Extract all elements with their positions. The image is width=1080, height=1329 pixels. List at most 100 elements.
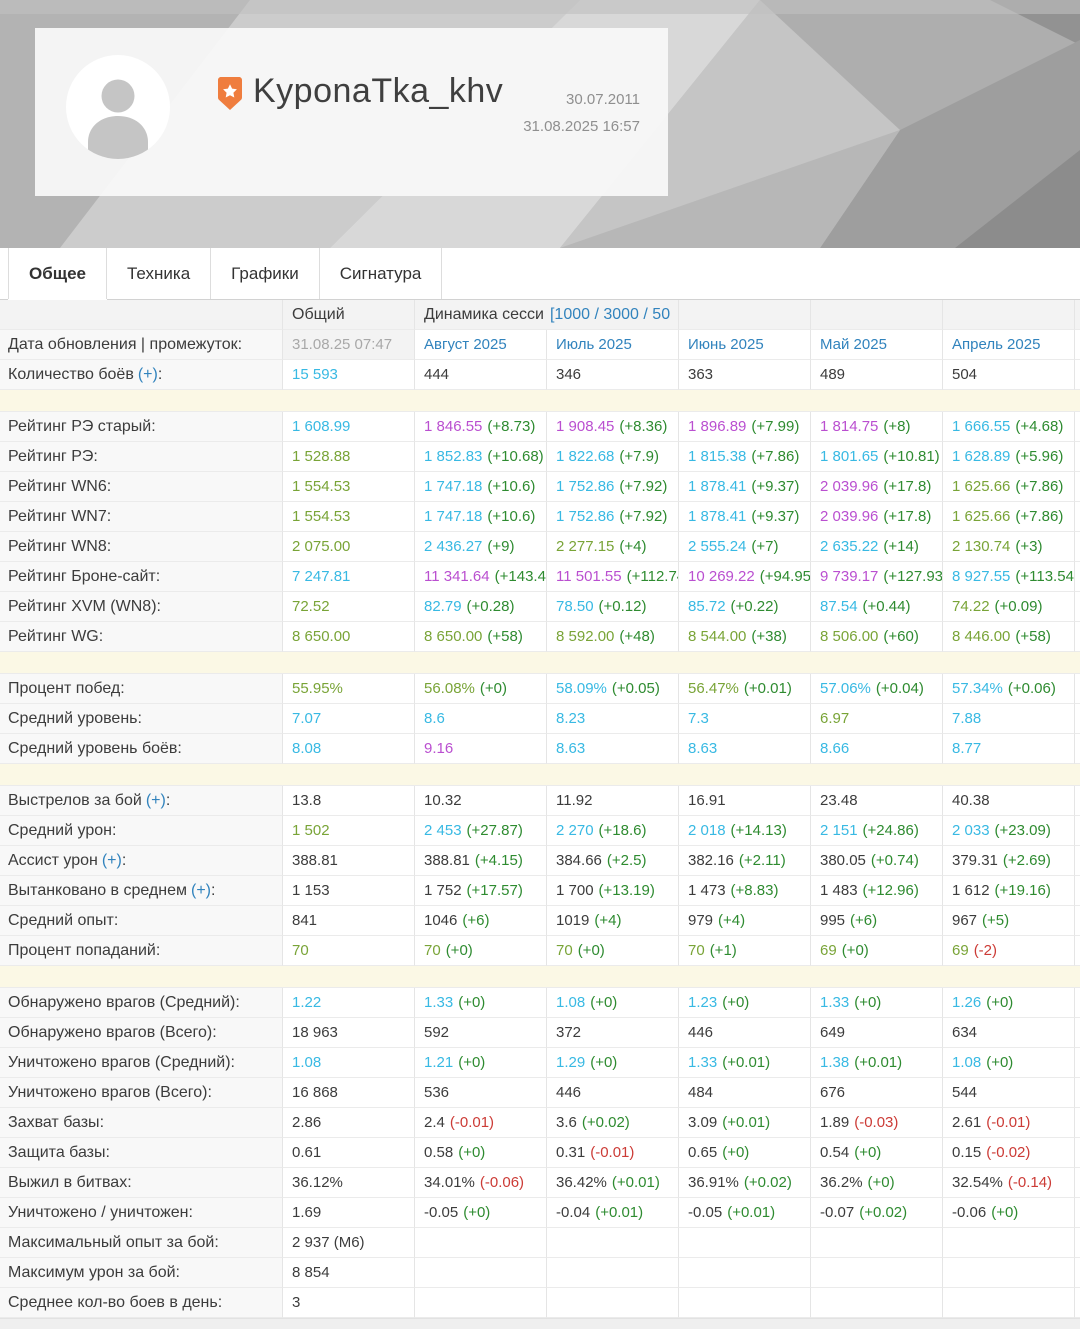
table-row: Обнаружено врагов (Всего): 18 963 592 372 44…	[0, 1018, 1080, 1048]
stat-cell: 55.95%	[283, 674, 415, 704]
tab-signature[interactable]: Сигнатура	[319, 248, 443, 299]
month-link[interactable]: Май 2025	[820, 336, 887, 353]
tab-general[interactable]: Общее	[8, 248, 107, 299]
stat-cell: 1.26 (+0)	[943, 988, 1075, 1018]
stat-label: Количество боёв (+):	[0, 360, 283, 390]
stat-cell	[679, 1228, 811, 1258]
stat-cell	[811, 1258, 943, 1288]
stat-cell: 544	[943, 1078, 1075, 1108]
stat-label: Обнаружено врагов (Средний):	[0, 988, 283, 1018]
stat-cell: 70	[283, 936, 415, 966]
stat-label: Выжил в битвах:	[0, 1168, 283, 1198]
stat-cell: 2 018 (+14.13)	[679, 816, 811, 846]
table-row: Выжил в битвах: 36.12% 34.01% (-0.06) 36.42%…	[0, 1168, 1080, 1198]
table-row: Средний уровень боёв: 8.08 9.16 8.63 8.63 8.6…	[0, 734, 1080, 764]
row-tail-cell	[1075, 1138, 1080, 1168]
stat-cell: 9.16	[415, 734, 547, 764]
expand-link[interactable]: (+)	[137, 365, 158, 383]
stat-cell: 13.8	[283, 786, 415, 816]
row-tail-cell	[1075, 936, 1080, 966]
table-row: Максимальный опыт за бой: 2 937 (М6)	[0, 1228, 1080, 1258]
stat-cell	[943, 1288, 1075, 1318]
stat-cell: -0.05 (+0.01)	[679, 1198, 811, 1228]
stat-cell: 1 473 (+8.83)	[679, 876, 811, 906]
expand-link[interactable]: (+)	[145, 791, 166, 809]
month-link[interactable]: Апрель 2025	[952, 336, 1041, 353]
stat-cell: 379.31 (+2.69)	[943, 846, 1075, 876]
spacer-row	[0, 966, 1080, 988]
stat-cell: -0.06 (+0)	[943, 1198, 1075, 1228]
stat-cell: 11 501.55(+112.74)	[547, 562, 679, 592]
stat-cell: 70 (+0)	[415, 936, 547, 966]
stat-cell: 70 (+0)	[547, 936, 679, 966]
header-empty-cell	[943, 300, 1075, 330]
stat-cell: 2 635.22 (+14)	[811, 532, 943, 562]
stat-label: Захват базы:	[0, 1108, 283, 1138]
table-row: Уничтожено / уничтожен: 1.69 -0.05 (+0) -0.0…	[0, 1198, 1080, 1228]
row-tail-cell	[1075, 876, 1080, 906]
stat-cell	[415, 1288, 547, 1318]
table-row: Среднее кол-во боев в день: 3	[0, 1288, 1080, 1318]
stat-cell: 2 130.74 (+3)	[943, 532, 1075, 562]
table-row: Дата обновления | промежуток: 31.08.25 07…	[0, 330, 1080, 360]
tab-charts[interactable]: Графики	[211, 248, 320, 299]
header-empty-cell	[0, 300, 283, 330]
tab-vehicles[interactable]: Техника	[106, 248, 212, 299]
stat-cell: 8.63	[547, 734, 679, 764]
avatar	[66, 55, 170, 159]
stat-cell: 87.54 (+0.44)	[811, 592, 943, 622]
stat-cell: 58.09% (+0.05)	[547, 674, 679, 704]
month-link[interactable]: Август 2025	[424, 336, 507, 353]
stat-label: Процент побед:	[0, 674, 283, 704]
stat-label: Рейтинг WN7:	[0, 502, 283, 532]
stat-cell: 1 554.53	[283, 502, 415, 532]
stat-cell: 1 896.89 (+7.99)	[679, 412, 811, 442]
expand-link[interactable]: (+)	[101, 851, 122, 869]
month-link[interactable]: Июнь 2025	[688, 336, 764, 353]
stat-cell: 1 747.18 (+10.6)	[415, 472, 547, 502]
stats-table-body: Дата обновления | промежуток: 31.08.25 07…	[0, 330, 1080, 1318]
stat-cell: 82.79 (+0.28)	[415, 592, 547, 622]
stat-cell: 7 247.81	[283, 562, 415, 592]
stat-cell: 1 814.75 (+8)	[811, 412, 943, 442]
stat-cell	[943, 1258, 1075, 1288]
stat-cell: 70 (+1)	[679, 936, 811, 966]
spacer-row	[0, 652, 1080, 674]
month-link[interactable]: Июль 2025	[556, 336, 632, 353]
stat-cell: 1 625.66 (+7.86)	[943, 472, 1075, 502]
stat-cell: 1 666.55 (+4.68)	[943, 412, 1075, 442]
month-header-cell: Август 2025	[415, 330, 547, 360]
stat-label: Выстрелов за бой (+):	[0, 786, 283, 816]
row-tail-cell	[1075, 1258, 1080, 1288]
stat-cell: 23.48	[811, 786, 943, 816]
table-row: Обнаружено врагов (Средний): 1.22 1.33 (+0)…	[0, 988, 1080, 1018]
stat-cell: 1 908.45 (+8.36)	[547, 412, 679, 442]
player-badge-icon	[218, 77, 242, 110]
stat-cell: 384.66 (+2.5)	[547, 846, 679, 876]
stat-cell: 56.47% (+0.01)	[679, 674, 811, 704]
stat-cell: 32.54% (-0.14)	[943, 1168, 1075, 1198]
stat-cell: 7.07	[283, 704, 415, 734]
stat-cell: -0.05 (+0)	[415, 1198, 547, 1228]
stat-cell: 9 739.17 (+127.93)	[811, 562, 943, 592]
table-row: Процент попаданий: 70 70 (+0) 70 (+0) 70 (+1) 69…	[0, 936, 1080, 966]
stat-cell: 2 270 (+18.6)	[547, 816, 679, 846]
row-tail-cell	[1075, 1228, 1080, 1258]
stat-label: Рейтинг XVM (WN8):	[0, 592, 283, 622]
stat-cell: 995 (+6)	[811, 906, 943, 936]
expand-link[interactable]: (+)	[191, 881, 211, 899]
stat-cell: 69 (-2)	[943, 936, 1075, 966]
stat-label: Уничтожено врагов (Всего):	[0, 1078, 283, 1108]
row-tail-cell	[1075, 330, 1080, 360]
dynamics-presets-link[interactable]: [1000 / 3000 / 50	[549, 305, 671, 323]
stat-cell: 1.29 (+0)	[547, 1048, 679, 1078]
row-tail-cell	[1075, 786, 1080, 816]
stat-cell: 1.89 (-0.03)	[811, 1108, 943, 1138]
stat-cell: 841	[283, 906, 415, 936]
stat-cell: 40.38	[943, 786, 1075, 816]
stat-cell: 1 625.66 (+7.86)	[943, 502, 1075, 532]
table-row: Средний уровень: 7.07 8.6 8.23 7.3 6.97 7.88	[0, 704, 1080, 734]
stat-cell	[547, 1288, 679, 1318]
table-row: Ассист урон (+):388.81 388.81 (+4.15) 384.66…	[0, 846, 1080, 876]
stat-cell: 1 852.83 (+10.68)	[415, 442, 547, 472]
